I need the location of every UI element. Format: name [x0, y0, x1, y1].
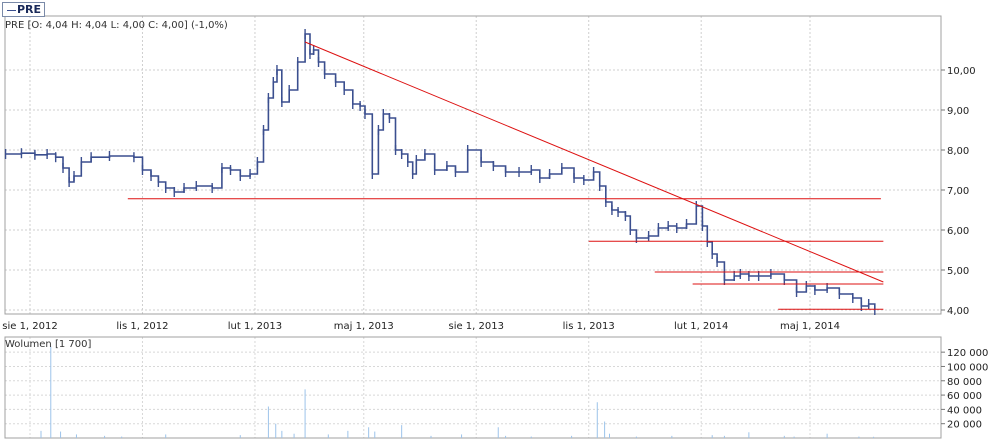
- x-tick-label: sie 1, 2013: [448, 321, 504, 332]
- volume-tick-label: 20 000: [947, 420, 982, 431]
- y-tick-label: 4,00: [947, 306, 969, 317]
- volume-panel-label: Wolumen [1 700]: [5, 339, 92, 350]
- price-y-tick-labels: 4,00 5,00 6,00 7,00 8,00 9,00 10,00: [941, 66, 976, 317]
- x-tick-label: maj 1, 2014: [780, 321, 840, 332]
- x-tick-label: maj 1, 2013: [334, 321, 394, 332]
- y-tick-label: 8,00: [947, 146, 969, 157]
- legend-button[interactable]: PRE: [2, 2, 45, 17]
- x-tick-label: lis 1, 2013: [563, 321, 615, 332]
- volume-y-tick-labels: 20 000 40 000 60 000 80 000 100 000 120 000: [941, 348, 988, 431]
- trend-lines: [127, 41, 884, 310]
- y-tick-label: 6,00: [947, 226, 969, 237]
- y-tick-label: 10,00: [947, 66, 976, 77]
- x-tick-labels: sie 1, 2012 lis 1, 2012 lut 1, 2013 maj 1, …: [2, 321, 840, 332]
- volume-panel-frame: [4, 336, 942, 439]
- price-line: [5, 33, 876, 310]
- y-tick-label: 7,00: [947, 186, 969, 197]
- x-tick-label: lis 1, 2012: [116, 321, 168, 332]
- y-tick-label: 5,00: [947, 266, 969, 277]
- x-tick-label: lut 1, 2013: [228, 321, 282, 332]
- volume-tick-label: 120 000: [947, 348, 988, 359]
- y-tick-label: 9,00: [947, 106, 969, 117]
- ohlc-readout: PRE [O: 4,04 H: 4,04 L: 4,00 C: 4,00] (-…: [5, 20, 228, 31]
- volume-grid: [5, 337, 941, 438]
- trend-line: [304, 41, 884, 283]
- x-tick-label: sie 1, 2012: [2, 321, 58, 332]
- x-tick-label: lut 1, 2014: [674, 321, 728, 332]
- legend-symbol: PRE: [17, 3, 42, 16]
- price-series: [4, 29, 876, 315]
- volume-tick-label: 60 000: [947, 391, 982, 402]
- price-panel-frame: [4, 15, 942, 315]
- volume-tick-label: 80 000: [947, 377, 982, 388]
- volume-tick-label: 40 000: [947, 405, 982, 416]
- legend-line-icon: [7, 10, 16, 11]
- price-grid: [5, 16, 941, 314]
- volume-tick-label: 100 000: [947, 362, 988, 373]
- volume-bars: [40, 346, 875, 438]
